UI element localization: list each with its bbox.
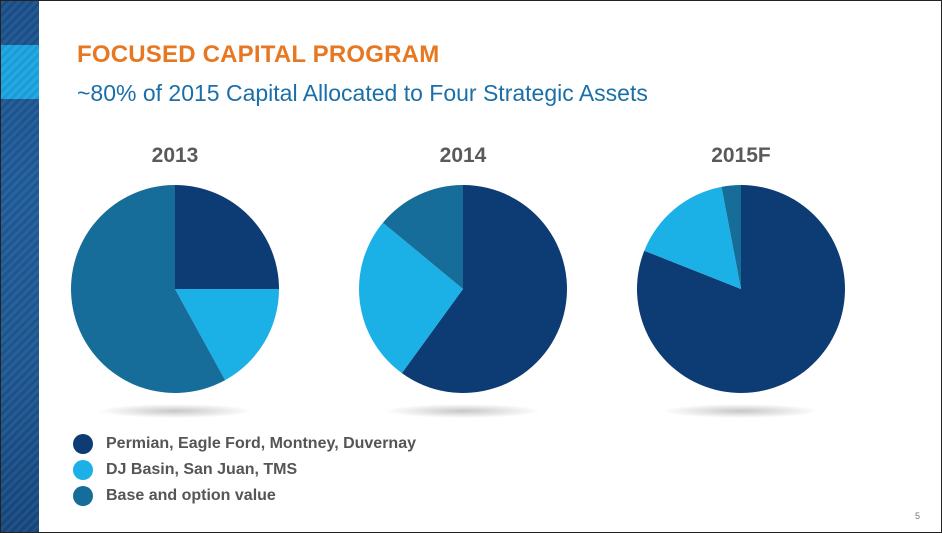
pie-slice <box>644 186 741 289</box>
legend-swatch <box>73 460 93 480</box>
pie-slice <box>636 185 845 394</box>
pie-shadow <box>97 404 253 418</box>
legend-label: Permian, Eagle Ford, Montney, Duvernay <box>106 435 416 452</box>
page-number: 5 <box>915 511 921 521</box>
pie-slice <box>71 185 226 394</box>
pie-shadow <box>385 404 541 418</box>
pie-slice <box>359 222 463 374</box>
pie-shadow <box>663 404 819 418</box>
pie-title-2015f: 2015F <box>711 144 771 167</box>
legend-swatch <box>73 434 93 454</box>
legend-label: Base and option value <box>106 487 276 504</box>
pie-slice <box>721 185 741 289</box>
legend-label: DJ Basin, San Juan, TMS <box>106 461 298 478</box>
pie-slice <box>175 289 279 381</box>
slide-title: FOCUSED CAPITAL PROGRAM <box>77 41 440 68</box>
sidebar-accent <box>1 45 39 99</box>
pie-title-2014: 2014 <box>439 144 487 167</box>
legend-swatch <box>73 486 93 506</box>
sidebar-texture <box>1 1 39 532</box>
slide-subtitle: ~80% of 2015 Capital Allocated to Four S… <box>77 80 648 106</box>
pie-title-2013: 2013 <box>151 144 199 167</box>
pie-slice <box>175 185 279 289</box>
pie-slice <box>382 185 463 289</box>
pie-slice <box>401 185 567 394</box>
